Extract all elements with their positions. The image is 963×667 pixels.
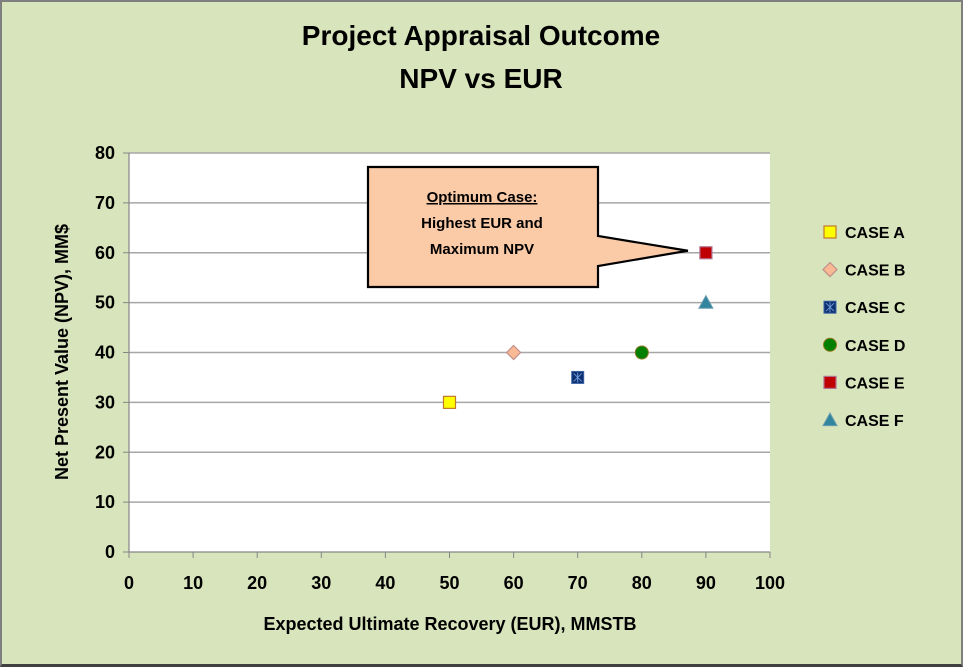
callout-line: Optimum Case: [427,189,538,206]
x-tick-label: 80 [632,573,652,593]
y-tick-label: 80 [95,143,115,163]
legend-item: CASE A [823,225,905,242]
data-points [442,246,714,409]
annotation-callout: Optimum Case: Highest EUR and Maximum NPV [366,165,689,289]
y-tick-label: 50 [95,293,115,313]
x-tick-labels: 0 10 20 30 40 50 60 70 80 90 100 [124,573,785,593]
legend-item: CASE B [822,261,905,280]
x-tick-label: 100 [755,573,785,593]
callout-line: Maximum NPV [430,241,534,258]
y-tick-label: 20 [95,442,115,462]
legend-item: CASE E [823,375,905,392]
data-point [698,294,714,309]
legend-marker [823,375,837,389]
legend-label: CASE C [845,300,906,317]
legend-item: CASE C [823,300,906,317]
x-tick-label: 0 [124,573,134,593]
legend-marker [823,300,837,314]
callout-line: Highest EUR and [421,215,543,232]
legend-label: CASE B [845,263,905,280]
y-tick-label: 0 [105,542,115,562]
legend-marker [822,261,838,278]
x-tick-label: 50 [439,573,459,593]
callout-box [366,165,689,289]
chart-title: Project Appraisal Outcome [302,20,660,51]
data-point [634,345,649,360]
legend-label: CASE A [845,225,905,242]
legend-item: CASE D [823,337,905,355]
marker-glyph [573,372,583,383]
y-tick-labels: 0 10 20 30 40 50 60 70 80 [95,143,115,562]
legend-label: CASE E [845,375,905,392]
y-tick-label: 60 [95,243,115,263]
x-tick-label: 90 [696,573,716,593]
y-tick-label: 40 [95,343,115,363]
x-tick-label: 30 [311,573,331,593]
chart-subtitle: NPV vs EUR [399,63,562,94]
marker-glyph [825,302,835,313]
legend-marker [822,411,838,427]
y-axis-title: Net Present Value (NPV), MM$ [52,224,72,480]
legend-label: CASE F [845,413,904,430]
x-tick-label: 10 [183,573,203,593]
x-tick-label: 70 [568,573,588,593]
data-point [571,370,585,384]
legend: CASE A CASE B CASE C CASE D CASE E CASE F [822,225,906,430]
y-tick-label: 10 [95,492,115,512]
legend-label: CASE D [845,338,905,355]
y-tick-label: 70 [95,193,115,213]
data-point [505,344,522,361]
x-tick-label: 40 [375,573,395,593]
x-tick-label: 20 [247,573,267,593]
data-point [699,246,713,260]
legend-item: CASE F [822,411,904,430]
legend-marker [823,337,837,352]
axes [123,152,771,558]
data-point [442,395,457,409]
legend-marker [823,225,837,239]
x-axis-title: Expected Ultimate Recovery (EUR), MMSTB [263,614,636,634]
y-tick-label: 30 [95,392,115,412]
x-tick-label: 60 [504,573,524,593]
